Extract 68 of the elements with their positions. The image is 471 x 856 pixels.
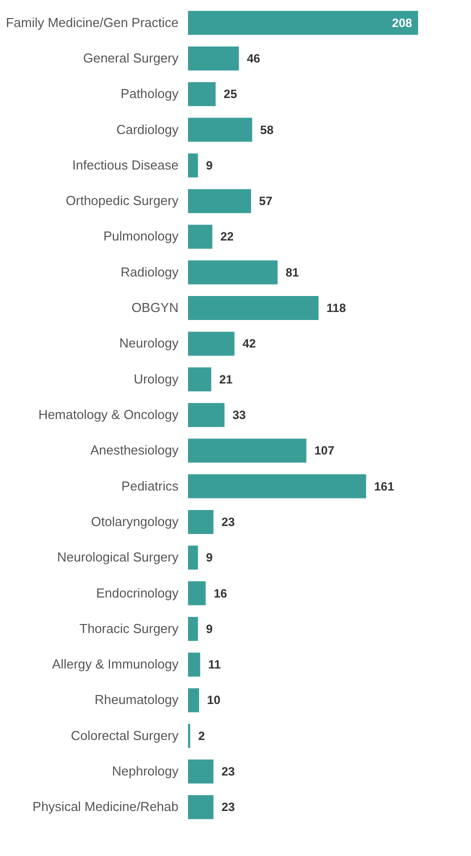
data-label: 161 — [374, 479, 394, 494]
data-label: 81 — [286, 265, 300, 280]
data-label: 10 — [207, 693, 221, 708]
bar — [188, 367, 212, 392]
y-tick-label: Otolaryngology — [91, 514, 179, 529]
bar — [188, 153, 198, 178]
bar — [188, 296, 319, 320]
bar — [188, 189, 252, 214]
bar — [188, 616, 198, 641]
y-tick-label: General Surgery — [83, 50, 179, 66]
data-label: 22 — [220, 230, 234, 244]
bar — [188, 224, 212, 249]
bar — [188, 474, 366, 498]
data-label: 23 — [221, 800, 236, 814]
bar — [188, 332, 234, 356]
y-tick-label: Pediatrics — [121, 478, 179, 494]
data-label: 42 — [242, 336, 256, 351]
bar — [188, 546, 198, 570]
y-tick-label: Pulmonology — [103, 228, 179, 244]
y-tick-label: Orthopedic Surgery — [66, 193, 179, 208]
bar — [188, 403, 225, 427]
y-tick-label: Thoracic Surgery — [80, 620, 179, 636]
data-label: 9 — [206, 158, 213, 172]
data-label: 9 — [206, 622, 213, 636]
y-tick-label: OBGYN — [132, 300, 178, 316]
y-tick-label: Cardiology — [116, 122, 179, 137]
bar — [188, 438, 306, 463]
data-label: 58 — [260, 122, 274, 137]
bar — [188, 795, 214, 820]
data-label: 23 — [221, 514, 236, 529]
y-tick-label: Family Medicine/Gen Practice — [6, 14, 178, 30]
bar — [188, 10, 418, 35]
y-tick-label: Endocrinology — [96, 585, 179, 600]
data-label: 21 — [219, 372, 233, 386]
data-label: 25 — [224, 87, 238, 102]
bar — [188, 260, 278, 284]
y-tick-label: Anesthesiology — [90, 442, 179, 458]
y-tick-label: Nephrology — [112, 764, 179, 779]
y-tick-label: Pathology — [120, 86, 179, 102]
data-label: 57 — [259, 194, 273, 208]
y-tick-label: Neurological Surgery — [57, 550, 179, 565]
bar — [188, 581, 206, 606]
data-label: 2 — [198, 728, 206, 743]
bar — [188, 760, 214, 784]
bar — [188, 118, 252, 142]
y-tick-label: Colorectal Surgery — [70, 728, 179, 743]
y-tick-label: Urology — [134, 371, 179, 386]
y-tick-label: Neurology — [119, 336, 179, 351]
data-label: 23 — [221, 764, 236, 779]
data-label: 107 — [314, 444, 335, 458]
y-tick-label: Hematology & Oncology — [38, 407, 179, 422]
data-label: 118 — [326, 301, 346, 316]
y-tick-label: Radiology — [120, 264, 179, 280]
y-tick-label: Rheumatology — [94, 692, 179, 708]
data-label: 9 — [206, 550, 213, 565]
data-label: 16 — [214, 586, 228, 600]
data-label: 208 — [392, 16, 412, 30]
data-label: 11 — [208, 658, 222, 672]
y-tick-label: Infectious Disease — [72, 157, 178, 172]
bar — [188, 82, 216, 106]
bar — [188, 652, 200, 677]
y-tick-label: Allergy & Immunology — [52, 656, 179, 672]
data-label: 46 — [246, 51, 261, 66]
bar — [188, 46, 239, 70]
bar — [188, 688, 200, 712]
y-tick-label: Physical Medicine/Rehab — [32, 799, 178, 814]
data-label: 33 — [232, 408, 246, 422]
bar — [188, 510, 214, 534]
